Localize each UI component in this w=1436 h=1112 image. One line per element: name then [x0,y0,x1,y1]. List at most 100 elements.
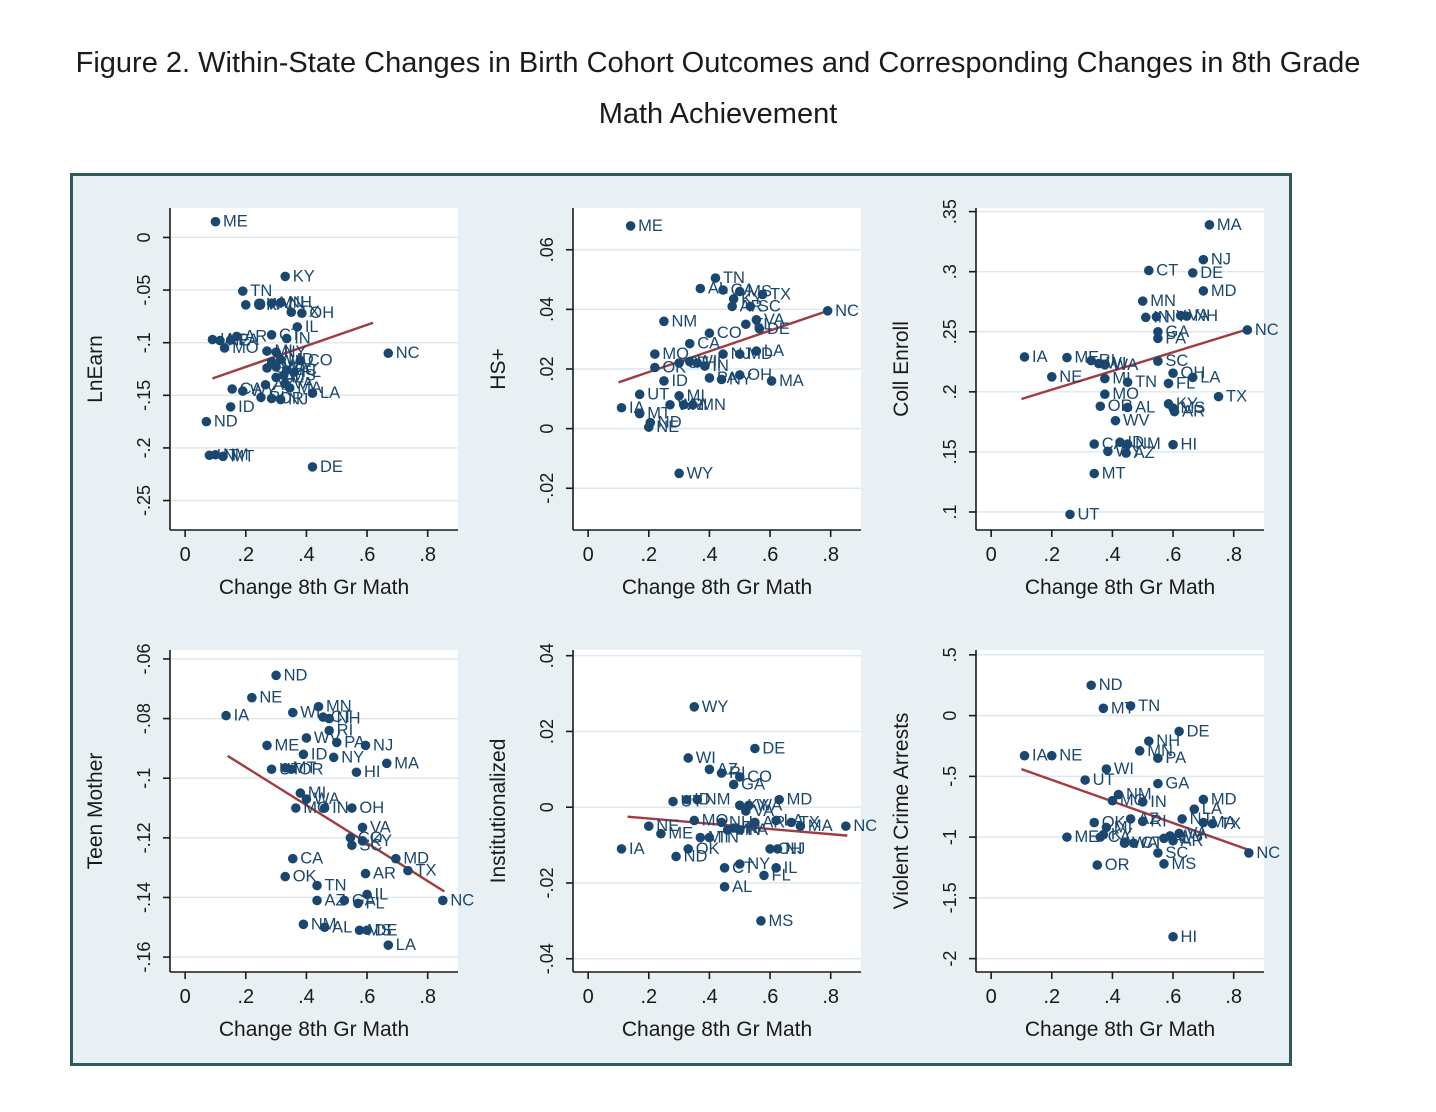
point-label: NC [1256,844,1280,862]
data-point-MA [1204,220,1214,230]
point-label: MA [1217,216,1242,234]
data-point-NC [841,821,851,831]
point-label: ND [658,414,682,432]
point-label: DE [1186,722,1209,740]
point-label: KY [293,267,315,285]
data-point-NJ [276,394,286,405]
point-label: NY [342,748,365,766]
point-label: IA [629,840,645,858]
x-tick-label: .4 [298,986,315,1008]
data-point-UT [668,796,678,807]
x-axis-title: Change 8th Gr Math [1025,576,1215,599]
data-point-NH [1181,311,1192,321]
x-axis-title: Change 8th Gr Math [219,1018,409,1041]
point-label: PA [238,331,259,349]
data-point-OH [734,370,745,380]
point-label: TN [723,269,745,287]
data-point-MO [1099,389,1110,400]
data-point-DE [1187,268,1198,278]
point-label: MN [1147,742,1173,760]
point-label: ND [684,847,708,865]
point-label: MS [1180,399,1205,417]
point-label: CO [717,324,742,342]
point-label: MD [1211,282,1237,300]
point-label: NE [656,418,679,436]
data-point-GA [339,895,350,906]
point-label: AZ [325,891,346,909]
point-label: GA [741,775,765,793]
y-tick-label: -.02 [537,867,557,898]
point-label: OK [696,840,720,858]
data-point-PA [1152,753,1163,763]
x-tick-label: .4 [1104,544,1121,566]
data-point-IN [1137,797,1148,807]
data-point-MT [695,832,706,843]
x-tick-label: .8 [420,544,437,566]
point-label: MD [1211,790,1237,808]
data-point-IN [320,803,330,813]
point-label: PA [345,733,366,751]
point-label: MI [1114,818,1132,836]
data-point-AZ [261,379,271,390]
data-point-NM [692,794,703,805]
point-label: LA [1200,368,1220,386]
point-label: NC [1254,321,1278,339]
data-point-MS [1158,859,1169,869]
y-tick-label: .35 [940,199,960,224]
x-tick-label: .2 [1043,986,1060,1008]
data-point-MS [756,916,766,926]
data-point-ID [659,376,669,386]
y-tick-label: -.05 [134,275,154,306]
data-point-AR [750,817,760,828]
data-point-VA [740,806,751,816]
data-point-NE [215,335,226,346]
data-point-CO [734,772,745,782]
data-point-MA [766,376,777,386]
point-label: WY [702,698,729,716]
y-tick-label: -1.5 [940,882,960,913]
data-point-HI [1167,439,1178,450]
point-label: NM [1135,435,1161,453]
data-point-DE [750,743,760,754]
data-point-MO [650,349,660,359]
y-tick-label: -.08 [134,703,154,734]
point-label: KY [1176,395,1198,413]
figure-title: Figure 2. Within-State Changes in Birth … [75,47,1361,130]
data-point-TX [286,307,297,317]
point-label: MA [779,372,804,390]
point-label: MS [292,366,317,384]
scatter-chart: MEKYTNOKWVMNNHTXOHILARCTINIANEPAMONCMINY… [84,208,459,599]
data-point-OR [267,393,277,404]
y-tick-label: .25 [940,319,960,344]
data-point-UT [267,764,277,775]
point-label: NH [288,294,312,312]
data-point-CT [719,863,730,873]
data-point-AR [361,868,371,879]
point-label: NM [223,446,249,464]
data-point-AL [719,881,730,892]
data-point-MD [774,794,784,805]
data-point-ND [1086,680,1096,691]
data-point-AL [1158,833,1169,844]
point-label: IN [332,799,349,817]
point-label: ND [1098,676,1122,694]
point-label: NC [451,891,475,909]
y-tick-label: .3 [940,264,960,279]
data-point-NM [1113,789,1123,800]
y-tick-label: 0 [537,802,557,812]
point-label: LA [1201,800,1221,818]
point-label: MT [647,405,671,423]
point-label: DE [1200,264,1223,282]
panel-teen-mother: NDNEMNIAWICTNHRIMEWVPANJIDNYUTMTORHIMAMI… [75,636,478,1078]
point-label: ME [668,825,693,843]
point-label: MN [700,396,726,414]
data-point-PA [226,335,236,345]
data-point-IN [1140,312,1151,323]
point-label: NH [1194,307,1218,325]
point-label: NE [1059,747,1082,765]
data-point-CO [295,355,306,366]
point-label: UT [1077,505,1099,523]
y-tick-label: .04 [537,297,557,322]
point-label: VA [1188,307,1209,325]
data-point-ID [226,402,236,412]
